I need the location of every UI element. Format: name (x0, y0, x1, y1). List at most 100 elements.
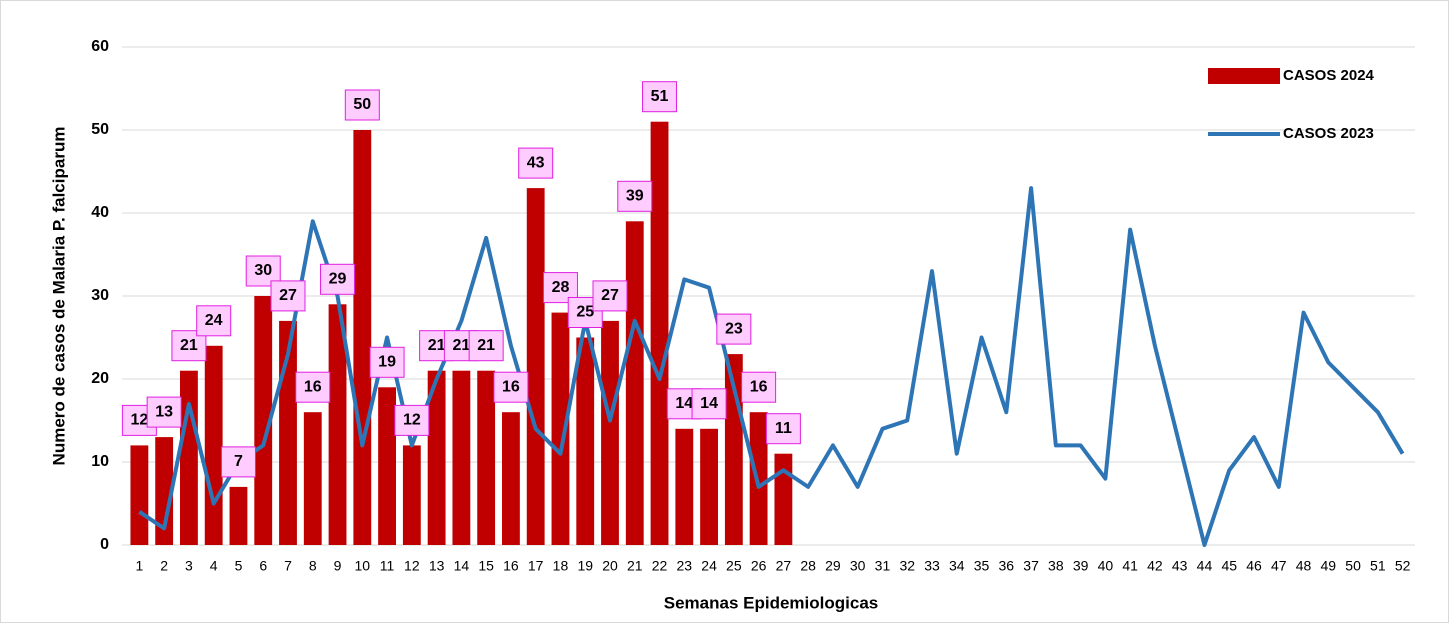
line (138, 186, 1405, 547)
data-label-box (642, 81, 678, 113)
y-tick-label: 60 (91, 38, 109, 55)
x-tick-label: 10 (355, 558, 371, 574)
data-label: 14 (700, 395, 718, 412)
data-label-box (320, 263, 356, 295)
data-label: 16 (304, 378, 322, 395)
x-tick-label: 32 (899, 558, 915, 574)
x-tick-label: 25 (726, 558, 742, 574)
bar (551, 312, 570, 545)
bar (749, 412, 768, 545)
data-label: 16 (750, 378, 768, 395)
x-tick-label: 51 (1370, 558, 1386, 574)
data-label-box (344, 89, 380, 121)
x-tick-label: 23 (677, 558, 693, 574)
x-tick-label: 28 (800, 558, 816, 574)
x-tick-label: 38 (1048, 558, 1064, 574)
data-label: 7 (234, 453, 243, 470)
x-tick-label: 44 (1197, 558, 1213, 574)
x-tick-label: 5 (235, 558, 243, 574)
data-label-box (394, 404, 430, 436)
data-label-box (493, 371, 529, 403)
data-label: 29 (329, 271, 347, 288)
x-tick-label: 13 (429, 558, 445, 574)
data-label: 21 (428, 337, 446, 354)
data-label: 19 (378, 354, 396, 371)
data-label: 39 (626, 188, 644, 205)
x-tick-label: 14 (454, 558, 470, 574)
bar (625, 221, 644, 546)
x-tick-label: 4 (210, 558, 218, 574)
x-tick-label: 37 (1023, 558, 1039, 574)
x-tick-label: 8 (309, 558, 317, 574)
x-tick-label: 18 (553, 558, 569, 574)
x-tick-label: 41 (1122, 558, 1138, 574)
data-label-box (146, 396, 182, 428)
data-label-box (295, 371, 331, 403)
y-tick-label: 10 (91, 453, 109, 470)
bar (452, 370, 471, 545)
data-label-box (592, 280, 628, 312)
y-tick-label: 40 (91, 204, 109, 221)
bar (774, 453, 793, 545)
data-label-box (245, 255, 281, 287)
x-tick-label: 27 (776, 558, 792, 574)
bar (378, 387, 396, 545)
x-tick-label: 21 (627, 558, 643, 574)
bar (477, 370, 496, 545)
x-tick-label: 6 (259, 558, 267, 574)
data-label: 30 (254, 262, 272, 279)
x-axis-label: Semanas Epidemiologicas (664, 593, 878, 612)
y-tick-label: 0 (100, 536, 109, 553)
y-tick-label: 20 (91, 370, 109, 387)
x-tick-label: 7 (284, 558, 292, 574)
data-label-box (741, 371, 777, 403)
data-label-box (518, 147, 554, 179)
bar (130, 445, 149, 545)
bar (502, 412, 520, 545)
data-label-box (468, 330, 504, 362)
y-tick-label: 30 (91, 287, 109, 304)
data-label: 12 (403, 412, 421, 429)
data-label: 21 (477, 337, 495, 354)
data-label: 24 (205, 312, 223, 329)
data-label: 16 (502, 378, 520, 395)
legend-label: CASOS 2023 (1283, 125, 1374, 142)
x-tick-label: 33 (924, 558, 940, 574)
x-tick-label: 47 (1271, 558, 1287, 574)
x-tick-label: 48 (1296, 558, 1312, 574)
bar (601, 320, 619, 545)
bar (700, 428, 718, 545)
y-axis-label: Numero de casos de Malaria P. falciparum (49, 127, 68, 466)
x-tick-label: 22 (652, 558, 668, 574)
x-tick-label: 24 (701, 558, 717, 574)
data-label: 23 (725, 320, 743, 337)
x-tick-label: 36 (999, 558, 1015, 574)
x-tick-label: 12 (404, 558, 420, 574)
data-label-box (691, 388, 727, 420)
data-label: 13 (155, 403, 173, 420)
x-tick-label: 34 (949, 558, 965, 574)
bar (675, 428, 694, 545)
data-label: 11 (775, 420, 792, 437)
bar (526, 188, 545, 545)
data-label: 21 (452, 337, 470, 354)
x-tick-label: 29 (825, 558, 841, 574)
x-tick-label: 39 (1073, 558, 1089, 574)
bar (303, 412, 322, 545)
data-label-box (765, 413, 801, 445)
data-label: 27 (279, 287, 297, 304)
data-label: 28 (552, 279, 570, 296)
x-tick-label: 1 (135, 558, 143, 574)
x-tick-label: 9 (334, 558, 342, 574)
x-tick-label: 31 (875, 558, 891, 574)
bar (328, 304, 347, 545)
x-tick-label: 11 (380, 558, 395, 574)
data-label: 12 (130, 412, 148, 429)
bar (155, 437, 174, 545)
bar (353, 130, 372, 545)
bar (180, 370, 198, 545)
x-tick-label: 45 (1221, 558, 1237, 574)
x-tick-label: 15 (478, 558, 494, 574)
x-tick-label: 49 (1321, 558, 1337, 574)
